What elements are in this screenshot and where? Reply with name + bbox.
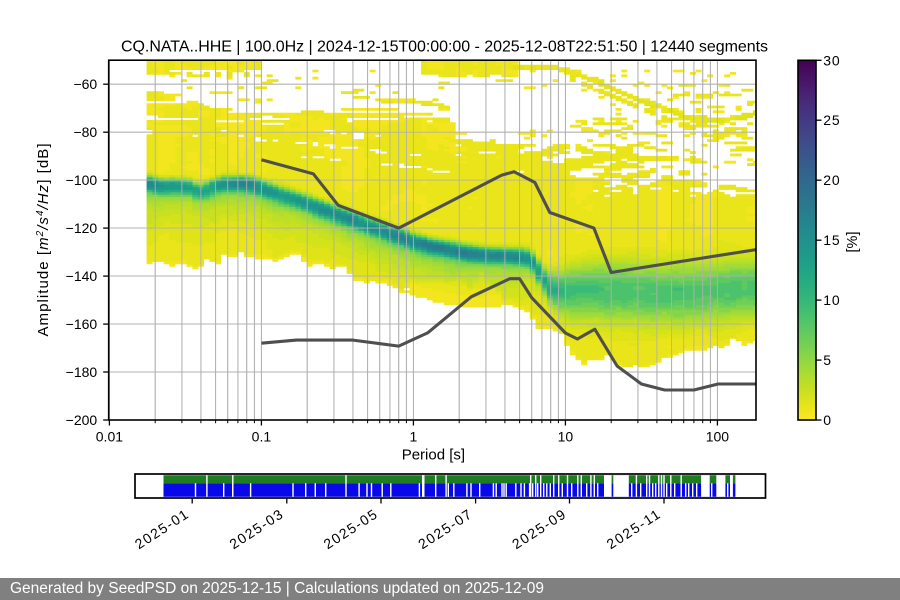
svg-text:−200: −200 <box>66 412 98 428</box>
svg-text:−160: −160 <box>66 316 98 332</box>
svg-text:Amplitude [m2/s4/Hz] [dB]: Amplitude [m2/s4/Hz] [dB] <box>35 144 53 337</box>
svg-text:2025-01: 2025-01 <box>132 506 191 552</box>
svg-text:2025-07: 2025-07 <box>415 506 474 552</box>
svg-text:[%]: [%] <box>845 232 861 253</box>
svg-text:Period [s]: Period [s] <box>402 447 465 464</box>
svg-text:30: 30 <box>823 52 840 68</box>
svg-text:2025-09: 2025-09 <box>509 506 568 552</box>
svg-text:2025-03: 2025-03 <box>226 506 285 552</box>
svg-text:2025-05: 2025-05 <box>321 506 380 552</box>
svg-text:−60: −60 <box>73 76 97 92</box>
svg-text:0: 0 <box>823 412 832 428</box>
svg-text:0.01: 0.01 <box>96 428 123 444</box>
svg-text:20: 20 <box>823 172 840 188</box>
svg-text:15: 15 <box>823 232 840 248</box>
svg-text:−80: −80 <box>73 124 97 140</box>
svg-text:CQ.NATA..HHE | 100.0Hz | 2024-: CQ.NATA..HHE | 100.0Hz | 2024-12-15T00:0… <box>121 39 768 56</box>
svg-text:−140: −140 <box>66 268 98 284</box>
svg-text:5: 5 <box>823 352 832 368</box>
svg-text:1: 1 <box>410 428 418 444</box>
svg-text:100: 100 <box>706 428 730 444</box>
svg-text:2025-11: 2025-11 <box>604 506 663 552</box>
svg-text:0.1: 0.1 <box>252 428 272 444</box>
svg-text:−100: −100 <box>66 172 98 188</box>
svg-text:−120: −120 <box>66 220 98 236</box>
svg-text:−180: −180 <box>66 364 98 380</box>
svg-text:25: 25 <box>823 112 840 128</box>
svg-text:10: 10 <box>823 292 840 308</box>
svg-text:10: 10 <box>558 428 574 444</box>
